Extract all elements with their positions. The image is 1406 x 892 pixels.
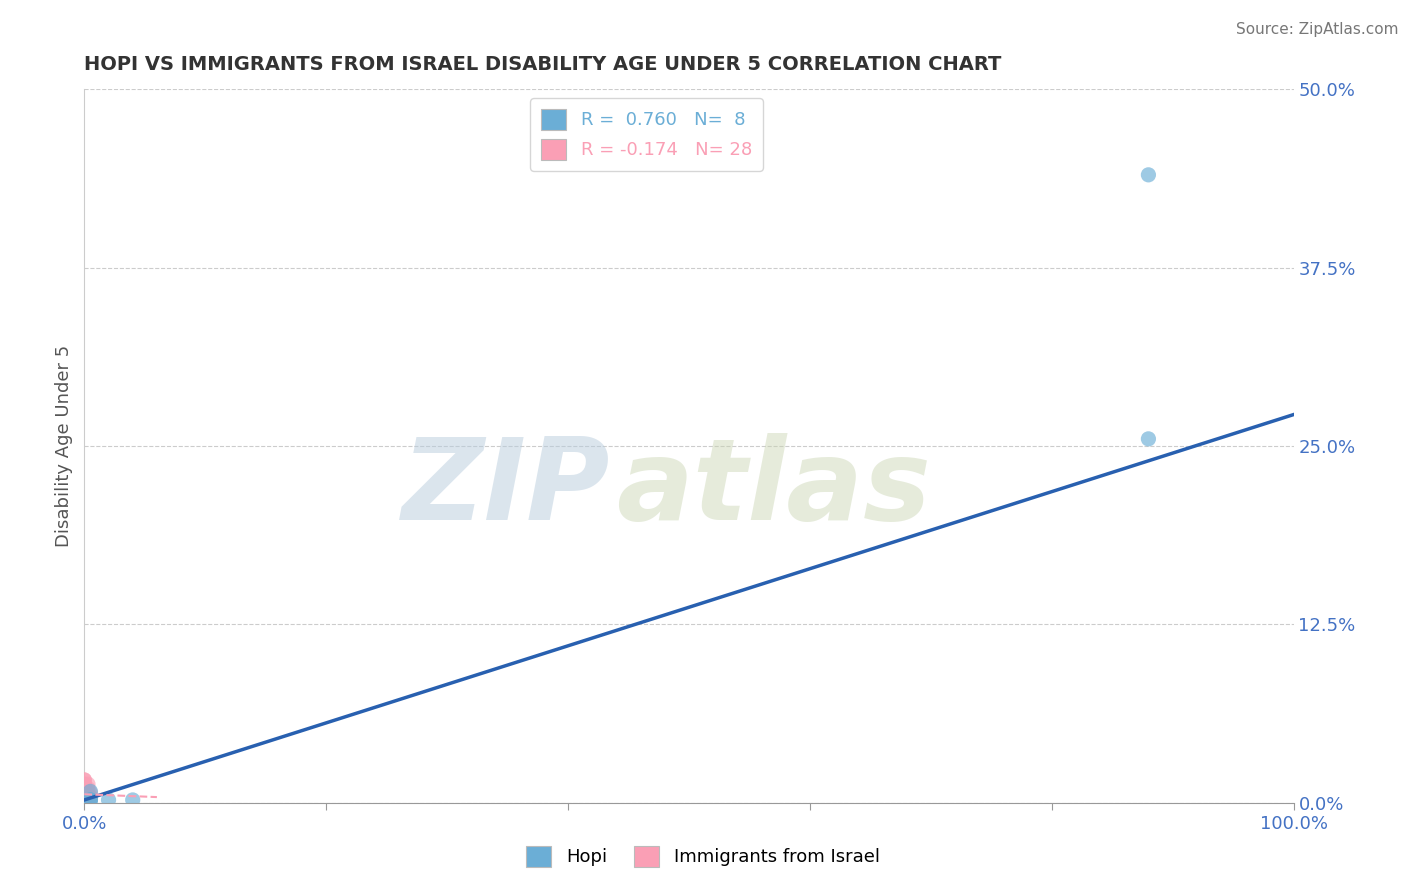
Text: Source: ZipAtlas.com: Source: ZipAtlas.com (1236, 22, 1399, 37)
Point (73, 796, 96, 810)
Point (73, 772, 96, 787)
Point (79, 793, 101, 807)
Point (73, 777, 96, 791)
Point (77, 781, 100, 796)
Point (73, 791, 96, 805)
Legend: R =  0.760   N=  8, R = -0.174   N= 28: R = 0.760 N= 8, R = -0.174 N= 28 (530, 98, 763, 170)
Point (73, 796, 96, 810)
Point (73, 781, 96, 796)
Point (79, 786, 101, 800)
Point (73, 796, 96, 810)
Point (77, 789, 100, 803)
Point (73, 791, 96, 805)
Point (73, 796, 96, 810)
Point (77, 777, 100, 791)
Point (73, 781, 96, 796)
Point (73, 796, 96, 810)
Point (73, 787, 96, 801)
Point (73, 796, 96, 810)
Legend: Hopi, Immigrants from Israel: Hopi, Immigrants from Israel (517, 837, 889, 876)
Point (73, 796, 96, 810)
Point (79, 793, 101, 807)
Point (73, 787, 96, 801)
Point (73, 772, 96, 787)
Point (73, 777, 96, 791)
Point (79, 790, 101, 805)
Point (73, 796, 96, 810)
Point (79, 793, 101, 807)
Point (73, 796, 96, 810)
Point (77, 786, 100, 800)
Text: ZIP: ZIP (402, 434, 610, 544)
Text: HOPI VS IMMIGRANTS FROM ISRAEL DISABILITY AGE UNDER 5 CORRELATION CHART: HOPI VS IMMIGRANTS FROM ISRAEL DISABILIT… (84, 54, 1001, 74)
Point (79, 784, 101, 798)
Point (73, 796, 96, 810)
Point (1137, 432, 1160, 446)
Y-axis label: Disability Age Under 5: Disability Age Under 5 (55, 345, 73, 547)
Point (1137, 168, 1160, 182)
Text: atlas: atlas (616, 434, 931, 544)
Point (79, 790, 101, 805)
Point (97, 793, 120, 807)
Point (121, 793, 143, 807)
Point (77, 791, 100, 805)
